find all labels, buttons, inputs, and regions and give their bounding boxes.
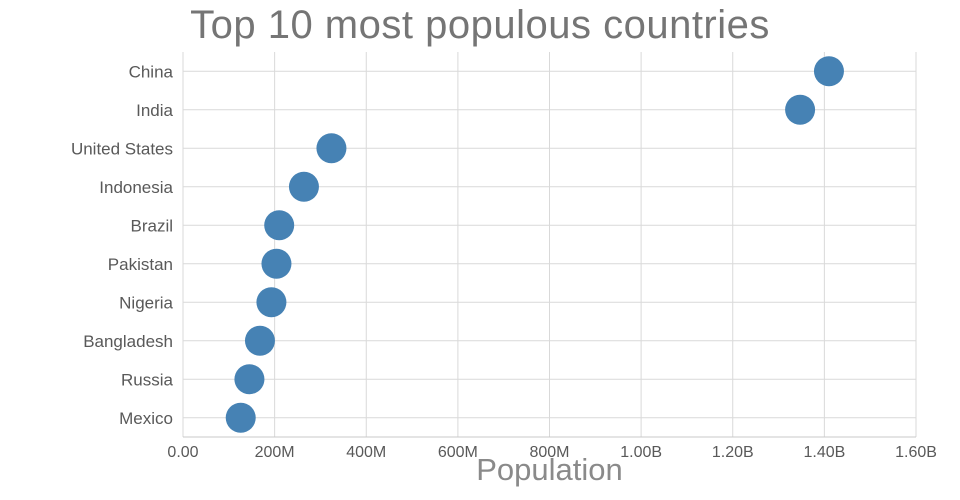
y-tick-label: Pakistan bbox=[108, 255, 173, 274]
x-tick-label: 200M bbox=[255, 444, 295, 461]
y-tick-label: Indonesia bbox=[99, 178, 173, 197]
x-tick-label: 1.60B bbox=[895, 444, 937, 461]
x-tick-label: 1.00B bbox=[620, 444, 662, 461]
x-tick-label: 0.00 bbox=[167, 444, 198, 461]
y-tick-label: Russia bbox=[121, 370, 174, 389]
x-tick-label: 1.20B bbox=[712, 444, 754, 461]
data-point bbox=[244, 325, 275, 356]
x-axis-label: Population bbox=[476, 452, 623, 487]
data-point bbox=[288, 171, 319, 202]
data-point bbox=[234, 364, 265, 395]
y-tick-label: United States bbox=[71, 139, 173, 158]
chart-title: Top 10 most populous countries bbox=[190, 3, 770, 47]
y-tick-label: Nigeria bbox=[119, 293, 173, 312]
data-point bbox=[785, 94, 816, 125]
y-tick-label: Mexico bbox=[119, 409, 173, 428]
data-point bbox=[261, 248, 292, 279]
data-point bbox=[264, 210, 295, 241]
y-tick-label: Brazil bbox=[130, 216, 173, 235]
x-tick-label: 600M bbox=[438, 444, 478, 461]
x-tick-label: 800M bbox=[529, 444, 569, 461]
data-point bbox=[225, 402, 256, 433]
x-tick-label: 1.40B bbox=[803, 444, 845, 461]
data-point bbox=[256, 287, 287, 318]
y-tick-label: China bbox=[129, 62, 174, 81]
y-tick-label: Bangladesh bbox=[83, 332, 173, 351]
data-point bbox=[316, 133, 347, 164]
x-tick-label: 400M bbox=[346, 444, 386, 461]
y-tick-label: India bbox=[136, 101, 173, 120]
data-point bbox=[813, 56, 844, 87]
